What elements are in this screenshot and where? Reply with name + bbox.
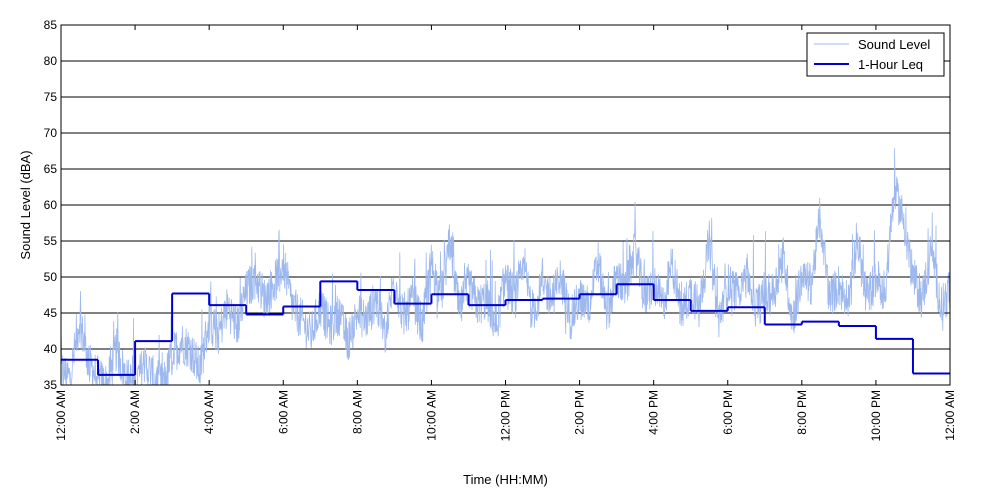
legend: Sound Level 1-Hour Leq bbox=[806, 32, 945, 77]
x-axis-ticks: 12:00 AM 2:00 AM 4:00 AM 6:00 AM 8:00 AM 10:0… bbox=[54, 25, 957, 441]
y-tick-label: 80 bbox=[44, 54, 58, 68]
x-tick-label: 10:00 AM bbox=[424, 390, 438, 441]
y-tick-label: 60 bbox=[44, 198, 58, 212]
x-tick-label: 12:00 PM bbox=[499, 390, 513, 441]
x-tick-label: 12:00 AM bbox=[943, 390, 957, 441]
y-tick-label: 65 bbox=[44, 162, 58, 176]
y-tick-label: 55 bbox=[44, 234, 58, 248]
y-tick-label: 75 bbox=[44, 90, 58, 104]
legend-label-leq: 1-Hour Leq bbox=[858, 57, 923, 72]
x-tick-label: 10:00 PM bbox=[869, 390, 883, 441]
x-tick-label: 12:00 AM bbox=[54, 390, 68, 441]
y-tick-label: 45 bbox=[44, 306, 58, 320]
y-axis-label: Sound Level (dBA) bbox=[18, 150, 33, 259]
legend-box bbox=[806, 32, 945, 77]
leq-series bbox=[61, 280, 950, 376]
x-tick-label: 8:00 PM bbox=[795, 390, 809, 435]
x-tick-label: 4:00 AM bbox=[202, 390, 216, 434]
x-tick-label: 2:00 PM bbox=[573, 390, 587, 435]
x-axis-label: Time (HH:MM) bbox=[463, 472, 548, 487]
y-tick-label: 50 bbox=[44, 270, 58, 284]
y-axis-ticks: 35 40 45 50 55 60 65 70 75 80 85 bbox=[44, 18, 950, 392]
y-tick-label: 85 bbox=[44, 18, 58, 32]
x-tick-label: 2:00 AM bbox=[128, 390, 142, 434]
x-tick-label: 4:00 PM bbox=[647, 390, 661, 435]
y-tick-label: 40 bbox=[44, 342, 58, 356]
legend-label-sound-level: Sound Level bbox=[858, 37, 930, 52]
y-tick-label: 70 bbox=[44, 126, 58, 140]
y-tick-label: 35 bbox=[44, 378, 58, 392]
x-tick-label: 8:00 AM bbox=[350, 390, 364, 434]
x-tick-label: 6:00 AM bbox=[276, 390, 290, 434]
x-tick-label: 6:00 PM bbox=[721, 390, 735, 435]
